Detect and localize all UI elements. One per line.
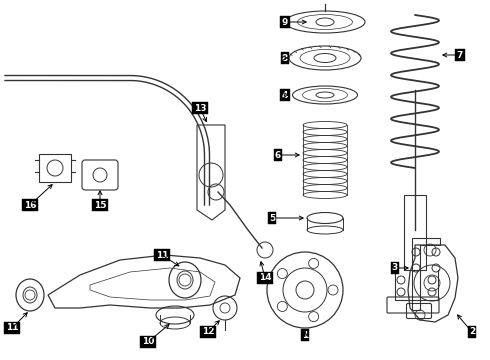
Text: 5: 5 — [269, 213, 275, 222]
Text: 14: 14 — [259, 274, 271, 283]
Text: 16: 16 — [24, 201, 36, 210]
Text: 11: 11 — [156, 251, 168, 260]
Text: 11: 11 — [6, 324, 18, 333]
Text: 8: 8 — [282, 54, 288, 63]
Text: 13: 13 — [194, 104, 206, 113]
Bar — [404, 195, 426, 270]
Text: 1: 1 — [302, 330, 308, 339]
Text: 3: 3 — [392, 264, 398, 273]
Text: 2: 2 — [469, 328, 475, 337]
Text: 4: 4 — [282, 90, 288, 99]
Text: 15: 15 — [94, 201, 106, 210]
Text: 6: 6 — [275, 150, 281, 159]
Text: 7: 7 — [457, 50, 463, 59]
Text: 9: 9 — [282, 18, 288, 27]
Text: 10: 10 — [142, 338, 154, 346]
Text: 12: 12 — [202, 328, 214, 337]
